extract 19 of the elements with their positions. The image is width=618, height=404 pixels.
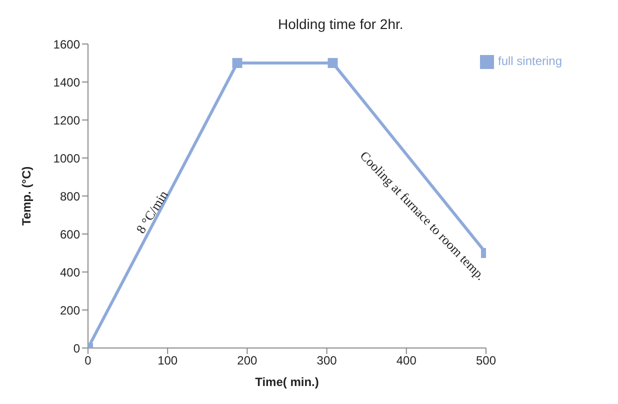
x-tick-label: 100 xyxy=(158,354,178,368)
y-tick-label: 1400 xyxy=(53,75,80,90)
y-tick-label: 200 xyxy=(60,303,80,318)
y-tick-label: 1600 xyxy=(53,37,80,52)
x-tick-label: 500 xyxy=(476,354,496,368)
x-tick-label: 200 xyxy=(237,354,258,368)
y-tick-label: 600 xyxy=(60,227,80,242)
y-tick-label: 400 xyxy=(60,265,80,280)
x-tick-label: 300 xyxy=(316,354,338,368)
y-tick-label: 0 xyxy=(73,341,80,356)
y-tick-label: 800 xyxy=(60,189,80,204)
x-axis-title: Time( min.) xyxy=(255,375,319,389)
legend-label: full sintering xyxy=(498,54,562,68)
x-tick-label: 400 xyxy=(396,354,417,368)
y-tick-label: 1200 xyxy=(53,113,80,128)
y-tick-label: 1000 xyxy=(53,151,80,166)
x-tick-label: 0 xyxy=(84,354,92,368)
text: Holding time for 2hr. xyxy=(278,16,404,32)
y-axis-title: Temp. (°C) xyxy=(19,166,34,226)
